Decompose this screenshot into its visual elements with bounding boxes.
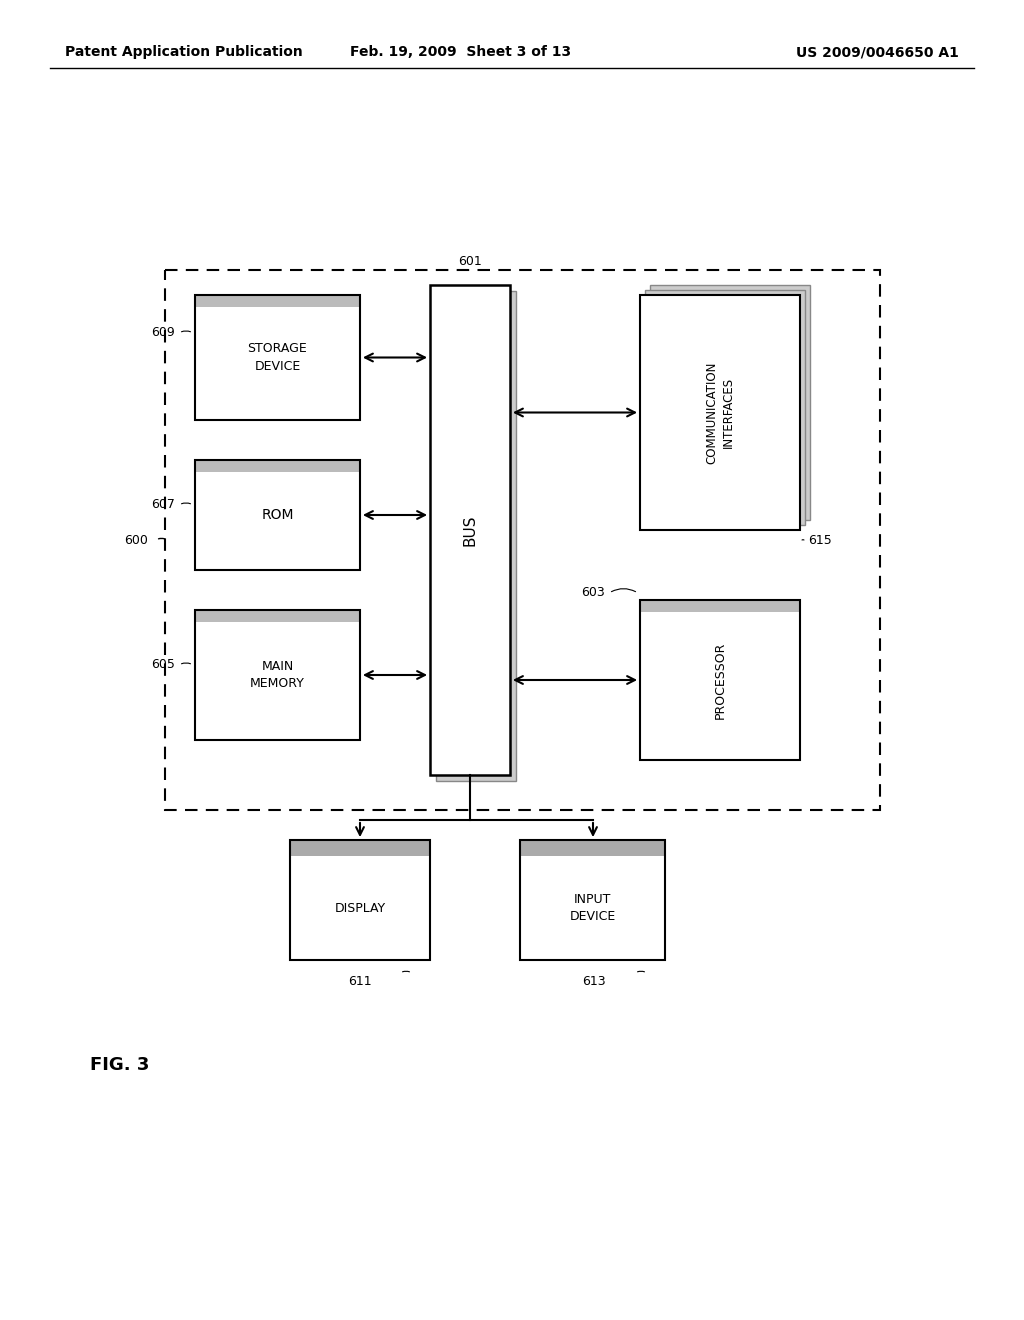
Bar xyxy=(640,601,800,612)
Bar xyxy=(436,290,516,781)
Text: 607: 607 xyxy=(152,499,175,511)
Bar xyxy=(195,459,360,473)
Bar xyxy=(645,290,805,525)
Bar xyxy=(520,840,665,960)
Bar xyxy=(195,459,360,570)
Text: Patent Application Publication: Patent Application Publication xyxy=(65,45,303,59)
Bar xyxy=(165,271,880,810)
Text: 601: 601 xyxy=(458,255,482,268)
Bar xyxy=(195,294,360,308)
Bar xyxy=(290,840,430,855)
Text: DISPLAY: DISPLAY xyxy=(335,902,386,915)
Text: US 2009/0046650 A1: US 2009/0046650 A1 xyxy=(796,45,959,59)
Text: 615: 615 xyxy=(808,533,831,546)
Bar xyxy=(430,285,510,775)
Bar xyxy=(195,610,360,741)
Text: ROM: ROM xyxy=(261,508,294,521)
Text: Feb. 19, 2009  Sheet 3 of 13: Feb. 19, 2009 Sheet 3 of 13 xyxy=(350,45,571,59)
Text: 603: 603 xyxy=(582,586,605,599)
Text: 605: 605 xyxy=(152,659,175,672)
Bar xyxy=(640,294,800,531)
Text: FIG. 3: FIG. 3 xyxy=(90,1056,150,1074)
Bar xyxy=(195,294,360,420)
Bar xyxy=(290,840,430,960)
Bar xyxy=(640,601,800,760)
Text: 611: 611 xyxy=(348,975,372,987)
Text: PROCESSOR: PROCESSOR xyxy=(714,642,726,718)
Text: 600: 600 xyxy=(124,533,148,546)
Text: BUS: BUS xyxy=(463,515,477,545)
Text: COMMUNICATION
INTERFACES: COMMUNICATION INTERFACES xyxy=(705,362,735,463)
Text: INPUT
DEVICE: INPUT DEVICE xyxy=(569,894,615,923)
Text: MAIN
MEMORY: MAIN MEMORY xyxy=(250,660,305,690)
Text: 609: 609 xyxy=(152,326,175,339)
Bar xyxy=(520,840,665,855)
Bar xyxy=(195,610,360,622)
Text: STORAGE
DEVICE: STORAGE DEVICE xyxy=(248,342,307,372)
Text: 613: 613 xyxy=(583,975,606,987)
Bar xyxy=(650,285,810,520)
